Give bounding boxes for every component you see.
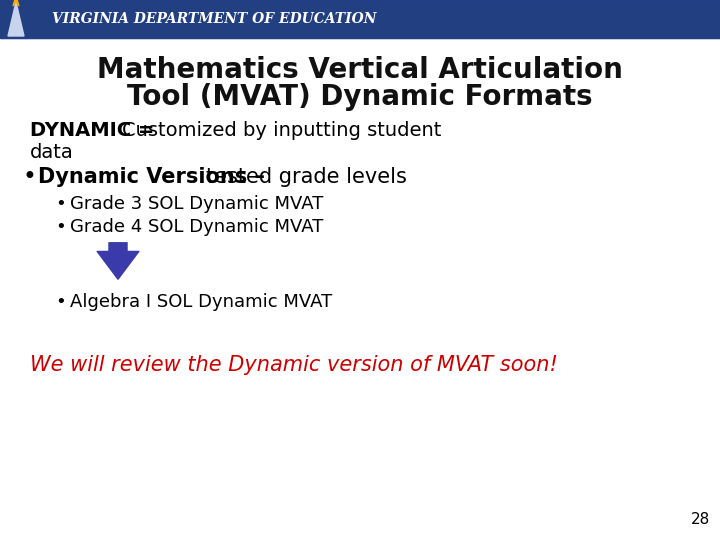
Bar: [0, 0, 720, 38]
Text: Algebra I SOL Dynamic MVAT: Algebra I SOL Dynamic MVAT: [70, 293, 332, 311]
Text: Dynamic Versions –: Dynamic Versions –: [38, 167, 272, 187]
Text: 28: 28: [690, 512, 710, 528]
Text: •: •: [55, 293, 66, 311]
Polygon shape: [8, 2, 24, 36]
Text: •: •: [22, 165, 36, 189]
Text: DYNAMIC =: DYNAMIC =: [30, 120, 161, 139]
Text: •: •: [55, 195, 66, 213]
Bar: [0, 0, 720, 38]
Text: Customized by inputting student: Customized by inputting student: [122, 120, 441, 139]
Text: Grade 4 SOL Dynamic MVAT: Grade 4 SOL Dynamic MVAT: [70, 218, 323, 236]
Text: tested grade levels: tested grade levels: [206, 167, 407, 187]
Polygon shape: [13, 0, 19, 6]
Text: We will review the Dynamic version of MVAT soon!: We will review the Dynamic version of MV…: [30, 355, 558, 375]
Text: •: •: [55, 218, 66, 236]
Text: Grade 3 SOL Dynamic MVAT: Grade 3 SOL Dynamic MVAT: [70, 195, 323, 213]
Text: Tool (MVAT) Dynamic Formats: Tool (MVAT) Dynamic Formats: [127, 83, 593, 111]
Text: Mathematics Vertical Articulation: Mathematics Vertical Articulation: [97, 56, 623, 84]
Text: VIRGINIA DEPARTMENT OF EDUCATION: VIRGINIA DEPARTMENT OF EDUCATION: [52, 12, 377, 26]
FancyArrowPatch shape: [97, 243, 139, 279]
Text: data: data: [30, 143, 73, 161]
